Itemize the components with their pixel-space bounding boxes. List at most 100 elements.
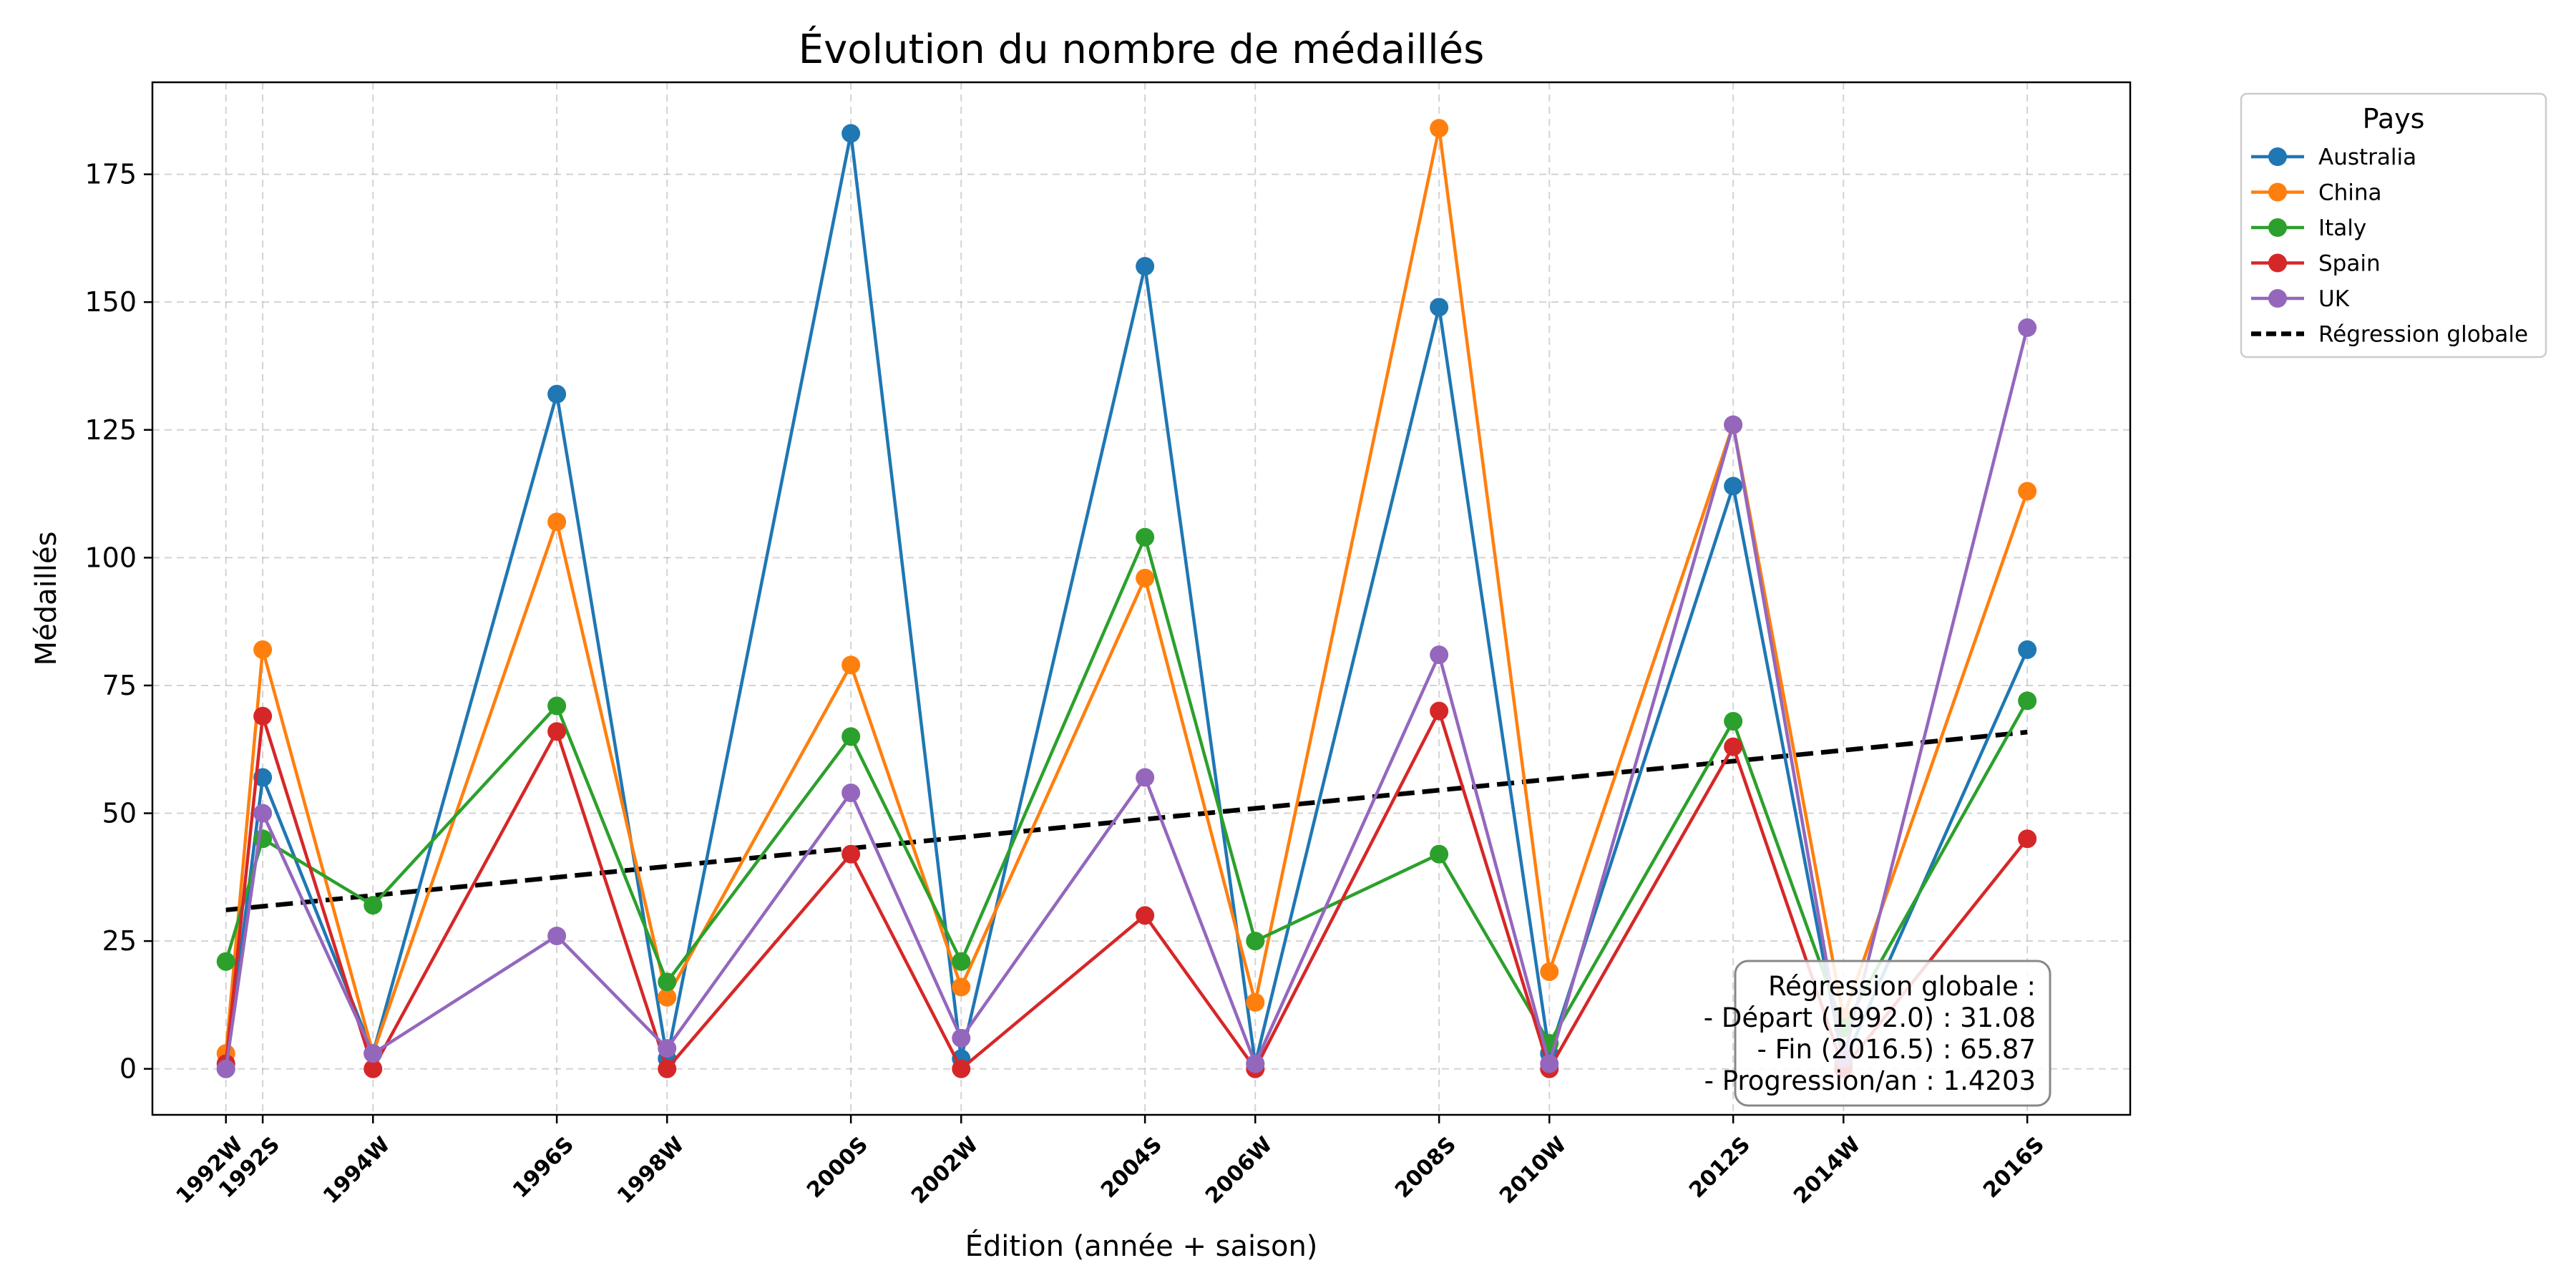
regression-layer	[225, 729, 2028, 912]
data-point	[1724, 477, 1743, 496]
legend-entry: UK	[2251, 286, 2350, 312]
chart-title: Évolution du nombre de médaillés	[799, 26, 1485, 73]
annotation-line: - Fin (2016.5) : 65.87	[1757, 1034, 2036, 1065]
data-point	[952, 1028, 971, 1048]
data-point	[1246, 992, 1265, 1012]
series-line	[224, 132, 2029, 1069]
data-point	[1430, 645, 1449, 665]
regression-line	[225, 729, 2028, 912]
series-line	[224, 535, 2029, 1045]
legend-marker	[2268, 147, 2287, 166]
annotation-line: - Progression/an : 1.4203	[1704, 1065, 2036, 1096]
legend-title: Pays	[2363, 103, 2425, 135]
data-point	[547, 722, 567, 741]
data-point	[2018, 691, 2037, 711]
legend-label: Australia	[2318, 145, 2416, 170]
data-point	[547, 512, 567, 532]
y-tick-label: 0	[119, 1053, 137, 1085]
data-point	[841, 727, 861, 746]
data-point	[658, 972, 677, 992]
legend-label: Régression globale	[2318, 322, 2528, 348]
data-point	[253, 640, 273, 659]
legend-entry: Australia	[2251, 145, 2416, 170]
legend-label: UK	[2318, 286, 2350, 312]
legend-label: Spain	[2318, 251, 2381, 277]
legend-marker	[2268, 182, 2287, 202]
data-point	[1246, 932, 1265, 951]
data-point	[1430, 119, 1449, 138]
data-point	[1430, 298, 1449, 317]
data-point	[658, 987, 677, 1007]
y-tick-label: 25	[102, 925, 137, 957]
y-tick-label: 125	[84, 414, 137, 446]
data-point	[1540, 962, 1559, 981]
y-axis-label: Médaillés	[30, 532, 63, 666]
legend-marker	[2268, 253, 2287, 273]
data-point	[2018, 829, 2037, 849]
legend-frame	[2240, 92, 2547, 358]
data-point	[1136, 906, 1155, 925]
data-point	[547, 696, 567, 716]
data-point	[2018, 640, 2037, 659]
legend-entry: Italy	[2251, 215, 2366, 241]
y-axis: 0 25 50 75 100 125 150 175	[84, 159, 152, 1085]
data-point	[216, 952, 235, 971]
legend-entry: Régression globale	[2251, 322, 2528, 348]
legend-entry: China	[2251, 180, 2382, 206]
y-tick-label: 175	[84, 159, 137, 190]
data-point	[216, 1059, 235, 1078]
series-line	[224, 327, 2029, 1070]
legend-marker	[2268, 218, 2287, 237]
data-point	[364, 1044, 383, 1063]
data-point	[1724, 737, 1743, 756]
plot-frame	[151, 81, 2132, 1116]
data-point	[841, 655, 861, 675]
data-point	[1136, 527, 1155, 547]
series-line	[224, 127, 2029, 1055]
data-point	[841, 124, 861, 143]
legend-marker	[2268, 289, 2287, 308]
data-point	[547, 384, 567, 404]
annotation-frame	[1734, 960, 2051, 1107]
data-point	[1430, 844, 1449, 864]
data-point	[658, 1039, 677, 1058]
data-point	[364, 1059, 383, 1078]
data-point	[253, 804, 273, 823]
y-tick-label: 50	[102, 798, 137, 829]
regression-annotation-box: Régression globale :- Départ (1992.0) : …	[1704, 960, 2051, 1107]
grid-lines	[152, 82, 2130, 1115]
data-point	[1430, 701, 1449, 721]
x-axis-label: Édition (année + saison)	[965, 1229, 1318, 1263]
data-point	[658, 1059, 677, 1078]
data-point	[2018, 318, 2037, 337]
legend-label: Italy	[2318, 215, 2366, 241]
data-point	[364, 896, 383, 915]
data-point	[841, 844, 861, 864]
data-point	[1136, 568, 1155, 587]
series-line	[224, 709, 2029, 1070]
y-tick-label: 75	[102, 670, 137, 701]
series-italy	[216, 527, 2037, 1053]
data-point	[253, 706, 273, 726]
data-point	[1724, 415, 1743, 434]
data-point	[253, 829, 273, 849]
data-point	[952, 1059, 971, 1078]
data-point	[1136, 257, 1155, 276]
data-point	[952, 977, 971, 997]
annotation-line: Régression globale :	[1768, 971, 2036, 1002]
legend: Pays Australia China Italy Spain UK Régression…	[2240, 92, 2547, 358]
data-point	[547, 926, 567, 945]
data-point	[1136, 768, 1155, 787]
y-tick-label: 100	[84, 542, 137, 573]
data-point	[1246, 1054, 1265, 1073]
data-point	[1724, 711, 1743, 731]
data-point	[952, 952, 971, 971]
data-point	[841, 783, 861, 802]
y-tick-label: 150	[84, 286, 137, 318]
legend-label: China	[2318, 180, 2382, 206]
annotation-line: - Départ (1992.0) : 31.08	[1704, 1002, 2036, 1033]
data-point	[2018, 482, 2037, 501]
data-point	[1540, 1054, 1559, 1073]
